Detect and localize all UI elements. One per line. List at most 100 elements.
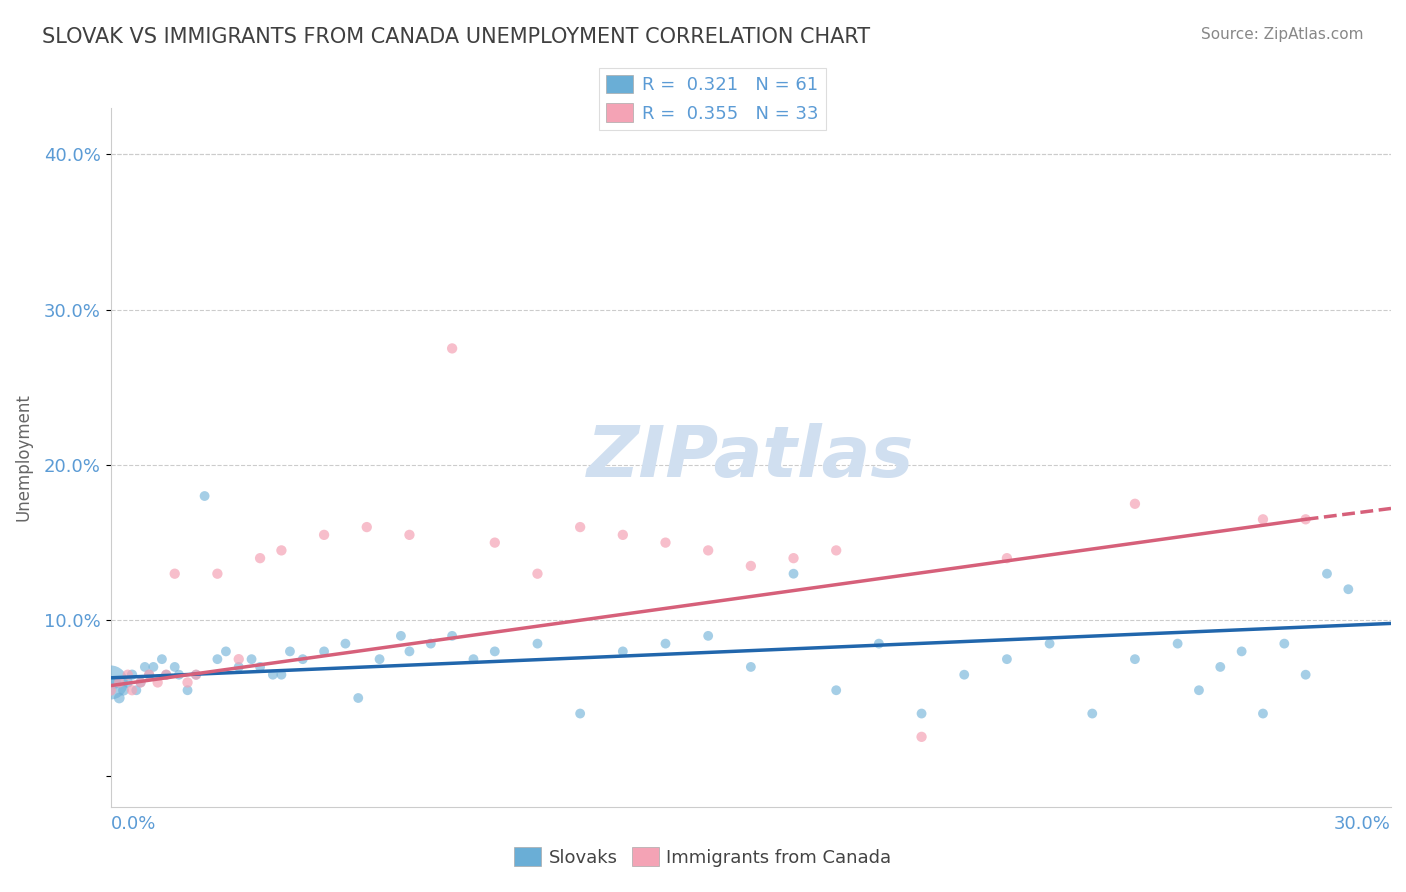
Point [270, 543, 292, 558]
Point [1337, 582, 1360, 597]
Point [207, 652, 229, 666]
Text: ZIPatlas: ZIPatlas [588, 423, 914, 491]
Point [484, 644, 506, 658]
Point [953, 667, 976, 681]
Text: 30.0%: 30.0% [1334, 814, 1391, 832]
Point [782, 551, 804, 566]
Legend: Slovaks, Immigrants from Canada: Slovaks, Immigrants from Canada [508, 840, 898, 874]
Point [398, 528, 420, 542]
Point [1295, 512, 1317, 526]
Point [1272, 637, 1295, 651]
Point [1123, 652, 1146, 666]
Text: 0.0%: 0.0% [111, 814, 156, 832]
Point [697, 543, 720, 558]
Point [163, 660, 186, 674]
Point [526, 637, 548, 651]
Point [314, 644, 336, 658]
Point [995, 652, 1018, 666]
Point [249, 660, 271, 674]
Point [163, 566, 186, 581]
Point [215, 644, 238, 658]
Legend: R =  0.321   N = 61, R =  0.355   N = 33: R = 0.321 N = 61, R = 0.355 N = 33 [599, 68, 825, 130]
Point [612, 644, 634, 658]
Point [176, 683, 198, 698]
Point [112, 683, 135, 698]
Point [207, 566, 229, 581]
Point [654, 637, 676, 651]
Point [117, 675, 139, 690]
Point [740, 558, 762, 573]
Point [335, 637, 357, 651]
Point [291, 652, 314, 666]
Point [441, 342, 464, 356]
Point [1230, 644, 1253, 658]
Point [125, 683, 148, 698]
Point [697, 629, 720, 643]
Point [104, 675, 127, 690]
Point [134, 660, 156, 674]
Point [117, 667, 139, 681]
Point [249, 551, 271, 566]
Point [419, 637, 441, 651]
Point [1123, 497, 1146, 511]
Point [1188, 683, 1211, 698]
Point [910, 730, 932, 744]
Point [484, 535, 506, 549]
Point [176, 675, 198, 690]
Point [138, 667, 160, 681]
Point [228, 660, 250, 674]
Point [146, 675, 169, 690]
Point [155, 667, 177, 681]
Point [1039, 637, 1062, 651]
Point [1316, 566, 1339, 581]
Point [100, 683, 122, 698]
Point [569, 706, 592, 721]
Point [100, 675, 122, 690]
Point [1209, 660, 1232, 674]
Point [463, 652, 485, 666]
Point [1167, 637, 1189, 651]
Point [654, 535, 676, 549]
Point [184, 667, 207, 681]
Point [740, 660, 762, 674]
Point [782, 566, 804, 581]
Point [569, 520, 592, 534]
Point [150, 652, 173, 666]
Point [398, 644, 420, 658]
Point [347, 691, 370, 706]
Point [155, 667, 177, 681]
Point [368, 652, 391, 666]
Point [441, 629, 464, 643]
Point [184, 667, 207, 681]
Point [526, 566, 548, 581]
Point [240, 652, 263, 666]
Point [129, 675, 152, 690]
Point [129, 675, 152, 690]
Point [389, 629, 412, 643]
Point [1251, 512, 1274, 526]
Point [121, 683, 143, 698]
Point [868, 637, 890, 651]
Point [194, 489, 217, 503]
Point [356, 520, 378, 534]
Point [262, 667, 284, 681]
Point [167, 667, 190, 681]
Point [270, 667, 292, 681]
Point [228, 652, 250, 666]
Text: SLOVAK VS IMMIGRANTS FROM CANADA UNEMPLOYMENT CORRELATION CHART: SLOVAK VS IMMIGRANTS FROM CANADA UNEMPLO… [42, 27, 870, 46]
Point [1081, 706, 1104, 721]
Point [138, 667, 160, 681]
Point [825, 683, 848, 698]
Point [1295, 667, 1317, 681]
Y-axis label: Unemployment: Unemployment [15, 393, 32, 521]
Point [121, 667, 143, 681]
Point [278, 644, 301, 658]
Point [314, 528, 336, 542]
Point [108, 675, 131, 690]
Point [995, 551, 1018, 566]
Point [825, 543, 848, 558]
Text: Source: ZipAtlas.com: Source: ZipAtlas.com [1201, 27, 1364, 42]
Point [108, 691, 131, 706]
Point [612, 528, 634, 542]
Point [1251, 706, 1274, 721]
